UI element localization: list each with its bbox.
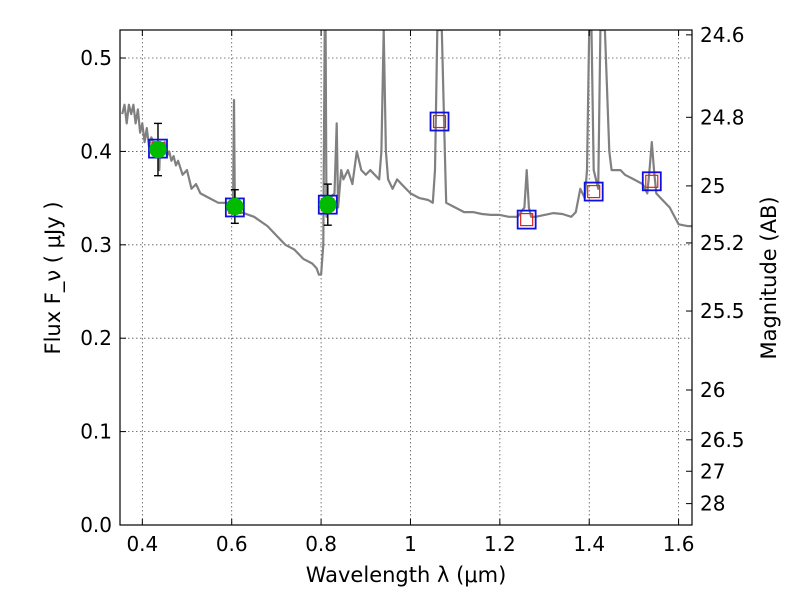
mag-tick-label: 24.8 [700,105,745,129]
model-band-inner [587,184,601,199]
mag-tick-label: 26.5 [700,428,745,452]
x-tick-label: 1.2 [484,532,516,556]
mag-tick-label: 27 [700,459,725,483]
mag-tick-label: 25.2 [700,231,745,255]
observed-point [149,140,167,159]
observed-point [319,195,337,214]
x-axis-label: Wavelength λ (μm) [306,563,507,587]
model-band-marker [516,209,537,230]
model-spectrum-layer [121,30,692,276]
model-spectrum-line [121,30,692,276]
y-tick-label: 0.5 [80,46,112,70]
model-band-marker [641,171,662,192]
y-axis-label: Flux F_ν ( μJy ) [41,201,66,354]
mag-tick-label: 24.6 [700,23,745,47]
plot-frame [119,29,693,526]
observed-point [226,197,244,216]
y-tick-label: 0.2 [80,326,112,350]
model-band-inner [432,114,447,129]
x-tick-label: 0.4 [126,532,158,556]
y-tick-label: 0.0 [80,513,112,537]
x-tick-label: 0.6 [216,532,248,556]
model-band-inner [520,212,534,227]
x-tick-label: 1 [404,532,417,556]
y-axis-label-right: Magnitude (AB) [757,196,781,359]
x-tick-label: 1.6 [663,532,695,556]
model-band-marker [583,181,604,202]
mag-tick-label: 28 [700,492,725,516]
marker-layer [148,111,662,230]
mag-tick-label: 25 [700,174,725,198]
y-tick-label: 0.1 [80,420,112,444]
mag-tick-label: 26 [700,378,725,402]
y-tick-label: 0.4 [80,139,112,163]
model-band-marker [429,111,450,132]
x-tick-label: 0.8 [305,532,337,556]
model-band-inner [645,174,659,188]
x-tick-label: 1.4 [573,532,605,556]
grid [120,30,692,526]
ticks: 0.4 0.6 0.8 1 1.2 1.4 1.6 0.0 0.1 0.2 0.3 0.4 0.5 24.… [80,23,744,556]
y-tick-label: 0.3 [80,233,112,257]
mag-tick-label: 25.5 [700,299,745,323]
model-band-marker [317,194,338,215]
